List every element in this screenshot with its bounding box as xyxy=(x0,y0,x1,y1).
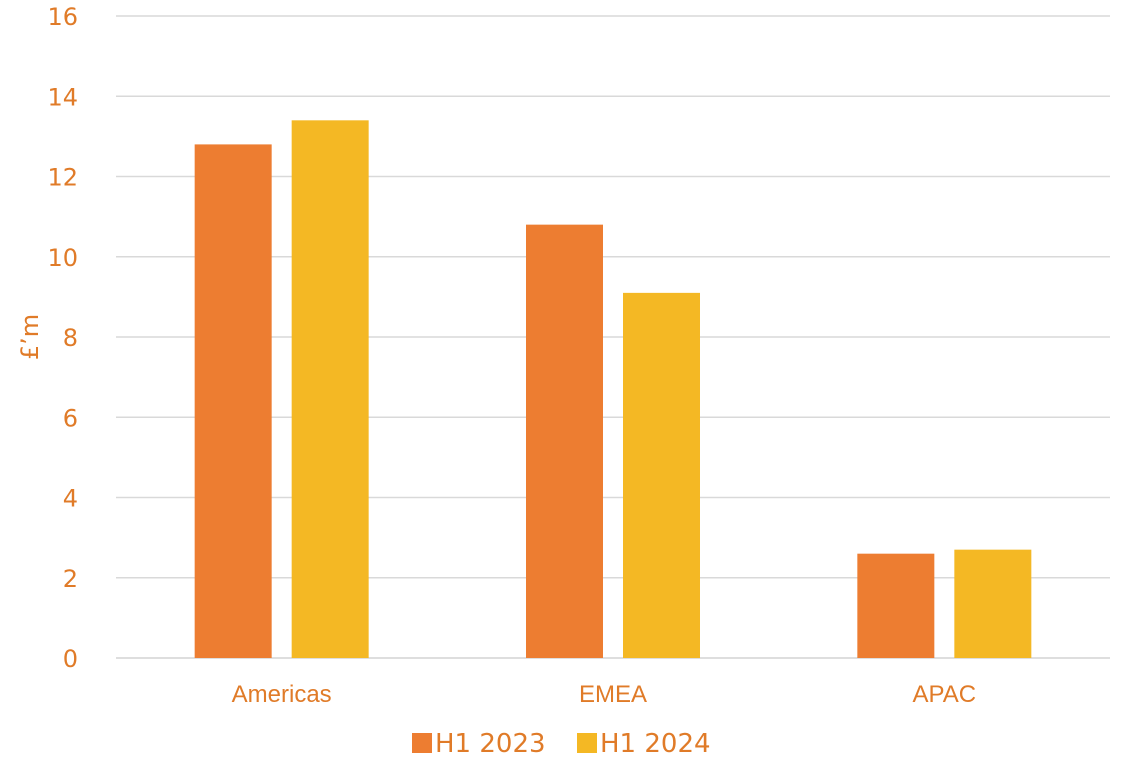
y-tick-label: 10 xyxy=(47,244,78,272)
y-tick-label: 6 xyxy=(63,404,78,432)
x-axis-ticks: Americas EMEA APAC xyxy=(232,681,976,708)
bars xyxy=(194,120,1032,658)
x-tick-label: APAC xyxy=(913,681,977,708)
y-axis-ticks: 0 2 4 6 8 10 12 14 16 xyxy=(47,3,78,673)
y-axis-label: £’m xyxy=(16,314,44,360)
legend-label: H1 2024 xyxy=(600,729,711,759)
bar-apac-h1-2023 xyxy=(857,553,935,658)
gridlines xyxy=(116,15,1110,659)
legend-swatch xyxy=(412,733,432,753)
x-tick-label: EMEA xyxy=(579,681,647,708)
bar-emea-h1-2024 xyxy=(623,292,700,658)
y-tick-label: 4 xyxy=(63,485,78,513)
x-tick-label: Americas xyxy=(232,681,332,708)
y-tick-label: 0 xyxy=(63,645,78,673)
legend-label: H1 2023 xyxy=(435,729,546,759)
legend-swatch xyxy=(577,733,597,753)
bar-emea-h1-2023 xyxy=(526,224,603,658)
y-tick-label: 14 xyxy=(47,83,78,111)
bar-apac-h1-2024 xyxy=(954,549,1032,658)
legend: H1 2023 H1 2024 xyxy=(412,729,711,759)
y-tick-label: 2 xyxy=(63,565,78,593)
bar-americas-h1-2023 xyxy=(194,144,272,658)
y-tick-label: 8 xyxy=(63,324,78,352)
y-tick-label: 16 xyxy=(47,3,78,31)
bar-americas-h1-2024 xyxy=(291,120,369,658)
y-tick-label: 12 xyxy=(47,164,78,192)
